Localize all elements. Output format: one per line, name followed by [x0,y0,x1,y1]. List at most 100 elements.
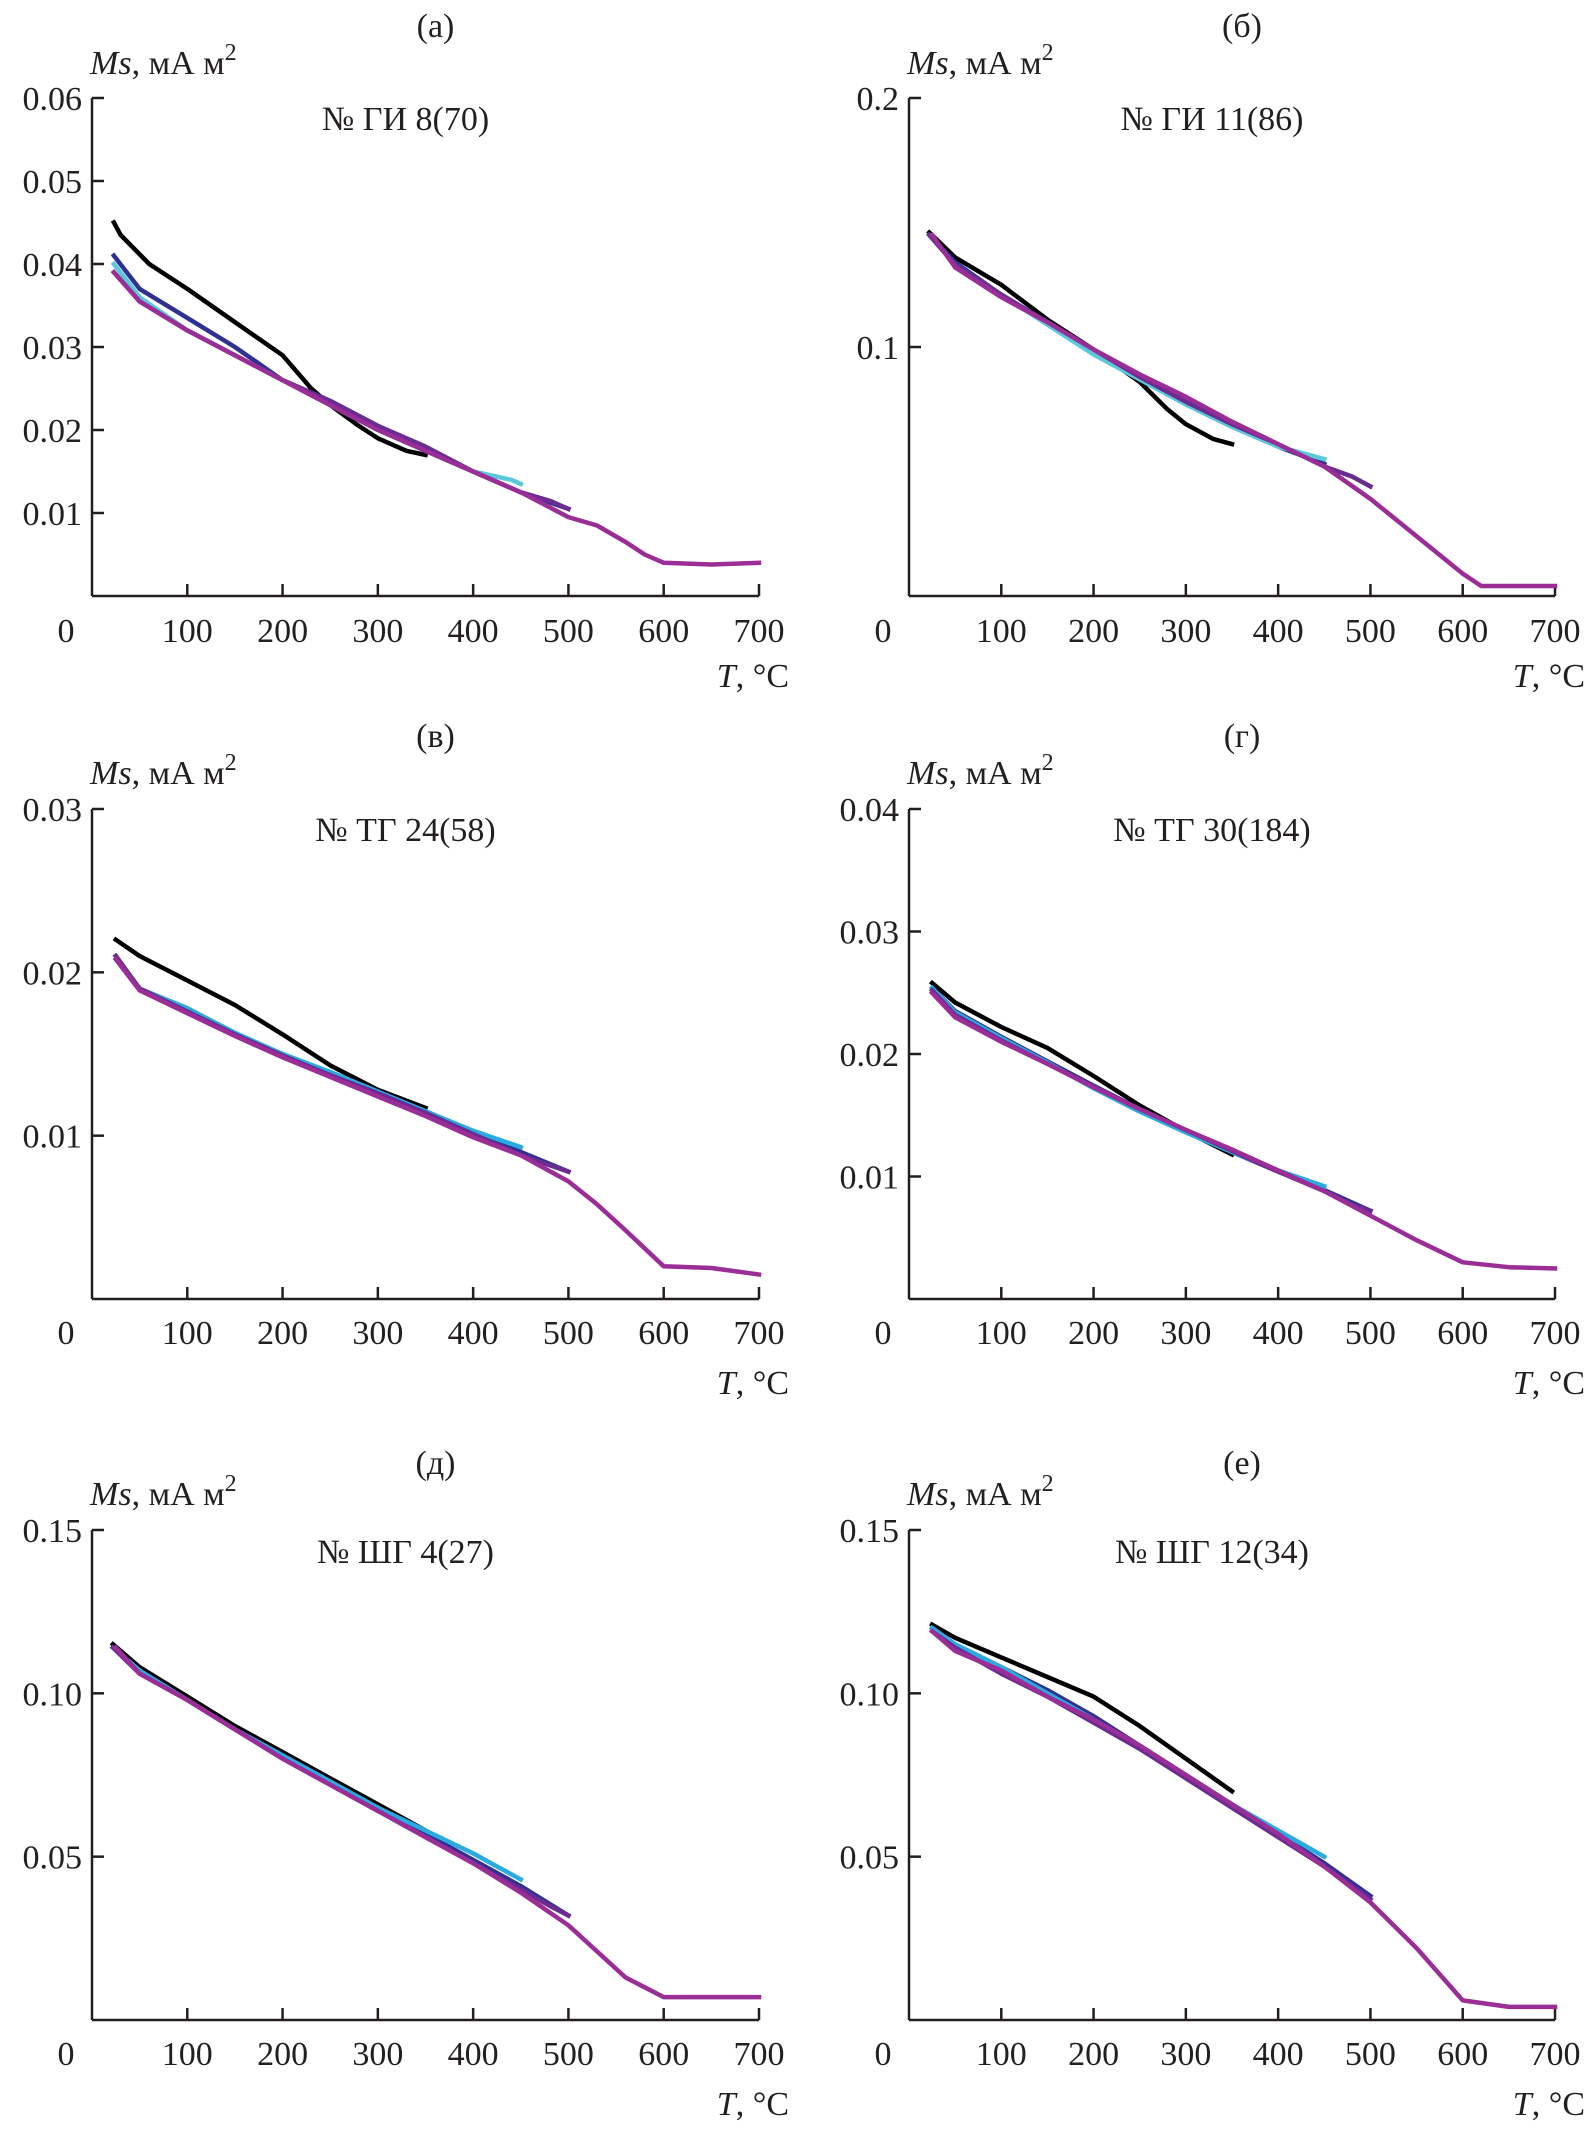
x-tick-label: 300 [352,1315,403,1352]
x-axis-label-variable: T [1513,2086,1534,2123]
origin-label: 0 [58,613,75,650]
y-axis-label: Ms, мА м2 [906,750,1054,792]
y-tick-label: 0.04 [840,792,900,829]
y-axis-label: Ms, мА м2 [906,40,1054,82]
x-tick-label: 300 [1160,1315,1211,1352]
series-line-1 [926,229,1235,447]
series-line-1 [112,936,429,1111]
y-axis-label-superscript: 2 [225,750,237,776]
series-line-1 [929,1621,1236,1795]
y-axis-label-superscript: 2 [225,1471,237,1497]
y-axis-label: Ms, мА м2 [89,40,237,82]
y-tick-label: 0.01 [23,1119,83,1156]
x-tick-label: 400 [1253,1315,1304,1352]
x-axis-label: T, °C [1513,658,1585,695]
y-tick-label: 0.06 [23,81,83,118]
x-tick-label: 500 [1345,1315,1396,1352]
series-line-3 [112,952,524,1150]
y-tick-label: 0.2 [857,81,900,118]
y-axis-label: Ms, мА м2 [906,1471,1054,1513]
series-line-5 [110,269,762,567]
y-tick-label: 0.02 [23,955,83,992]
series-line-3 [928,984,1328,1190]
x-tick-label: 700 [734,1315,785,1352]
panel-label: (е) [1223,1445,1261,1482]
x-tick-label: 700 [734,613,785,650]
x-axis-label-variable: T [1513,658,1534,695]
x-tick-label: 400 [448,613,499,650]
x-tick-label: 300 [352,2036,403,2073]
series-line-2 [110,252,572,512]
x-tick-label: 700 [734,2036,785,2073]
x-tick-label: 700 [1530,613,1581,650]
x-tick-label: 600 [1437,613,1488,650]
y-axis-label-variable: Ms [89,45,132,82]
x-tick-label: 600 [1437,1315,1488,1352]
x-tick-label: 100 [976,2036,1027,2073]
series-line-5 [928,231,1558,589]
y-axis-label-variable: Ms [89,1476,132,1513]
x-tick-label: 300 [1160,2036,1211,2073]
x-tick-label: 300 [1160,613,1211,650]
series-line-3 [109,1644,524,1883]
x-tick-label: 300 [352,613,403,650]
origin-label: 0 [58,2036,75,2073]
x-axis-label-variable: T [1513,1365,1534,1402]
y-tick-label: 0.03 [23,792,83,829]
y-axis-label-superscript: 2 [1042,1471,1054,1497]
y-axis-label-variable: Ms [906,755,949,792]
x-tick-label: 200 [257,1315,308,1352]
series-line-5 [112,956,762,1278]
series-line-5 [112,1644,762,2000]
x-tick-label: 600 [638,1315,689,1352]
y-axis-label-unit: , мА м [949,755,1042,792]
x-tick-label: 700 [1530,2036,1581,2073]
y-tick-label: 0.03 [23,330,83,367]
y-axis-label-variable: Ms [89,755,132,792]
panel-4: (г) Ms, мА м2 № ТГ 30(184) 0.01 0.02 0.03 0.04… [840,718,1586,1402]
y-tick-label: 0.03 [840,915,900,952]
y-tick-label: 0.02 [23,413,83,450]
x-axis-label: T, °C [717,658,789,695]
y-tick-label: 0.01 [840,1160,900,1197]
x-tick-label: 100 [976,1315,1027,1352]
y-tick-label: 0.05 [23,164,83,201]
x-tick-label: 600 [1437,2036,1488,2073]
x-tick-label: 100 [976,613,1027,650]
y-tick-label: 0.05 [23,1840,83,1877]
x-tick-label: 500 [1345,613,1396,650]
x-tick-label: 600 [638,613,689,650]
series-line-1 [110,219,429,458]
x-axis-label-variable: T [717,658,738,695]
series-line-3 [926,231,1328,462]
x-tick-label: 500 [543,1315,594,1352]
origin-label: 0 [875,2036,892,2073]
x-axis-label-variable: T [717,1365,738,1402]
x-tick-label: 200 [1068,2036,1119,2073]
panel-label: (б) [1222,8,1262,45]
x-tick-label: 200 [1068,1315,1119,1352]
y-tick-label: 0.10 [840,1676,900,1713]
x-tick-label: 500 [543,613,594,650]
y-tick-label: 0.10 [23,1676,83,1713]
x-tick-label: 400 [1253,613,1304,650]
y-axis-label-unit: , мА м [949,1476,1042,1513]
y-tick-label: 0.05 [840,1840,900,1877]
y-axis-label-superscript: 2 [1042,40,1054,66]
origin-label: 0 [875,613,892,650]
y-tick-label: 0.01 [23,496,83,533]
panel-5: (д) Ms, мА м2 № ШГ 4(27) 0.05 0.10 0.15 100 200… [23,1445,790,2123]
y-axis-label-variable: Ms [906,1476,949,1513]
series-line-3 [110,260,524,487]
x-axis-label-unit: , °C [1532,1365,1585,1402]
x-tick-label: 100 [162,1315,213,1352]
y-axis-label-unit: , мА м [949,45,1042,82]
sample-title: № ГИ 11(86) [1120,101,1303,138]
x-axis-label: T, °C [1513,1365,1585,1402]
y-axis-label-superscript: 2 [225,40,237,66]
y-tick-label: 0.02 [840,1037,900,1074]
y-axis-label-variable: Ms [906,45,949,82]
x-axis-label: T, °C [717,1365,789,1402]
